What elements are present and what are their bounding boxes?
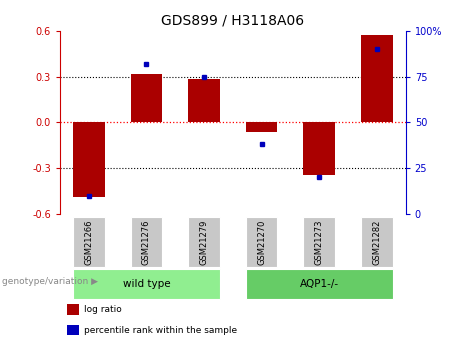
Bar (73, 269, 220, 299)
Text: genotype/variation ▶: genotype/variation ▶ (2, 277, 98, 286)
Bar (67, 304, 79, 315)
Bar (67, 325, 79, 335)
Text: wild type: wild type (123, 279, 170, 289)
Text: GSM21266: GSM21266 (84, 220, 93, 265)
Bar (130, 75, 162, 122)
Bar (361, 217, 393, 267)
Bar (303, 217, 335, 267)
Text: GSM21282: GSM21282 (372, 220, 381, 265)
Bar (246, 269, 393, 299)
Text: GSM21276: GSM21276 (142, 220, 151, 265)
Text: GSM21279: GSM21279 (200, 220, 208, 265)
Bar (188, 217, 220, 267)
Bar (303, 122, 335, 175)
Text: log ratio: log ratio (84, 305, 122, 314)
Bar (73, 122, 105, 197)
Bar (73, 217, 105, 267)
Bar (130, 217, 162, 267)
Bar (188, 79, 220, 122)
Bar (361, 35, 393, 122)
Text: GSM21273: GSM21273 (315, 220, 324, 265)
Bar (246, 122, 278, 132)
Text: percentile rank within the sample: percentile rank within the sample (84, 326, 237, 335)
Text: AQP1-/-: AQP1-/- (300, 279, 339, 289)
Text: GSM21270: GSM21270 (257, 220, 266, 265)
Bar (246, 217, 278, 267)
Title: GDS899 / H3118A06: GDS899 / H3118A06 (161, 13, 304, 27)
